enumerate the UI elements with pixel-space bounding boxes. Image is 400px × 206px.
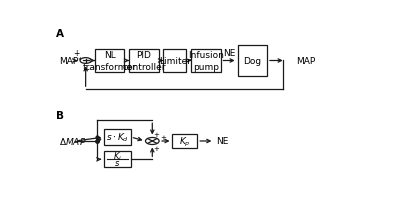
- Text: NE: NE: [216, 137, 228, 146]
- Bar: [95, 50, 124, 73]
- Circle shape: [80, 58, 91, 64]
- Text: +: +: [160, 135, 166, 140]
- Text: NL
transformer: NL transformer: [83, 51, 136, 72]
- Text: $K_i$: $K_i$: [113, 150, 122, 162]
- Text: Dog: Dog: [243, 57, 261, 66]
- Text: Limiter: Limiter: [159, 57, 191, 66]
- Bar: [104, 129, 130, 145]
- Bar: [172, 134, 197, 149]
- Bar: [191, 50, 220, 73]
- Text: MAP: MAP: [296, 57, 316, 66]
- Bar: [163, 50, 186, 73]
- Bar: [129, 50, 158, 73]
- Bar: [238, 46, 267, 77]
- Text: $K_p$: $K_p$: [179, 135, 191, 148]
- Text: Infusion
pump: Infusion pump: [188, 51, 224, 72]
- Circle shape: [146, 138, 159, 145]
- Text: +: +: [153, 131, 159, 137]
- Text: $ΔMAP$: $ΔMAP$: [59, 136, 87, 147]
- Text: -: -: [86, 64, 89, 73]
- Text: +: +: [73, 49, 80, 57]
- Text: PID
controller: PID controller: [122, 51, 166, 72]
- Text: NE: NE: [223, 48, 235, 57]
- Text: +: +: [153, 145, 159, 151]
- Text: B: B: [56, 110, 64, 120]
- Text: A: A: [56, 29, 64, 39]
- Text: $s \cdot K_d$: $s \cdot K_d$: [106, 131, 129, 144]
- Text: $s$: $s$: [114, 159, 120, 167]
- Bar: [104, 152, 130, 167]
- Text: MAP*: MAP*: [59, 57, 83, 66]
